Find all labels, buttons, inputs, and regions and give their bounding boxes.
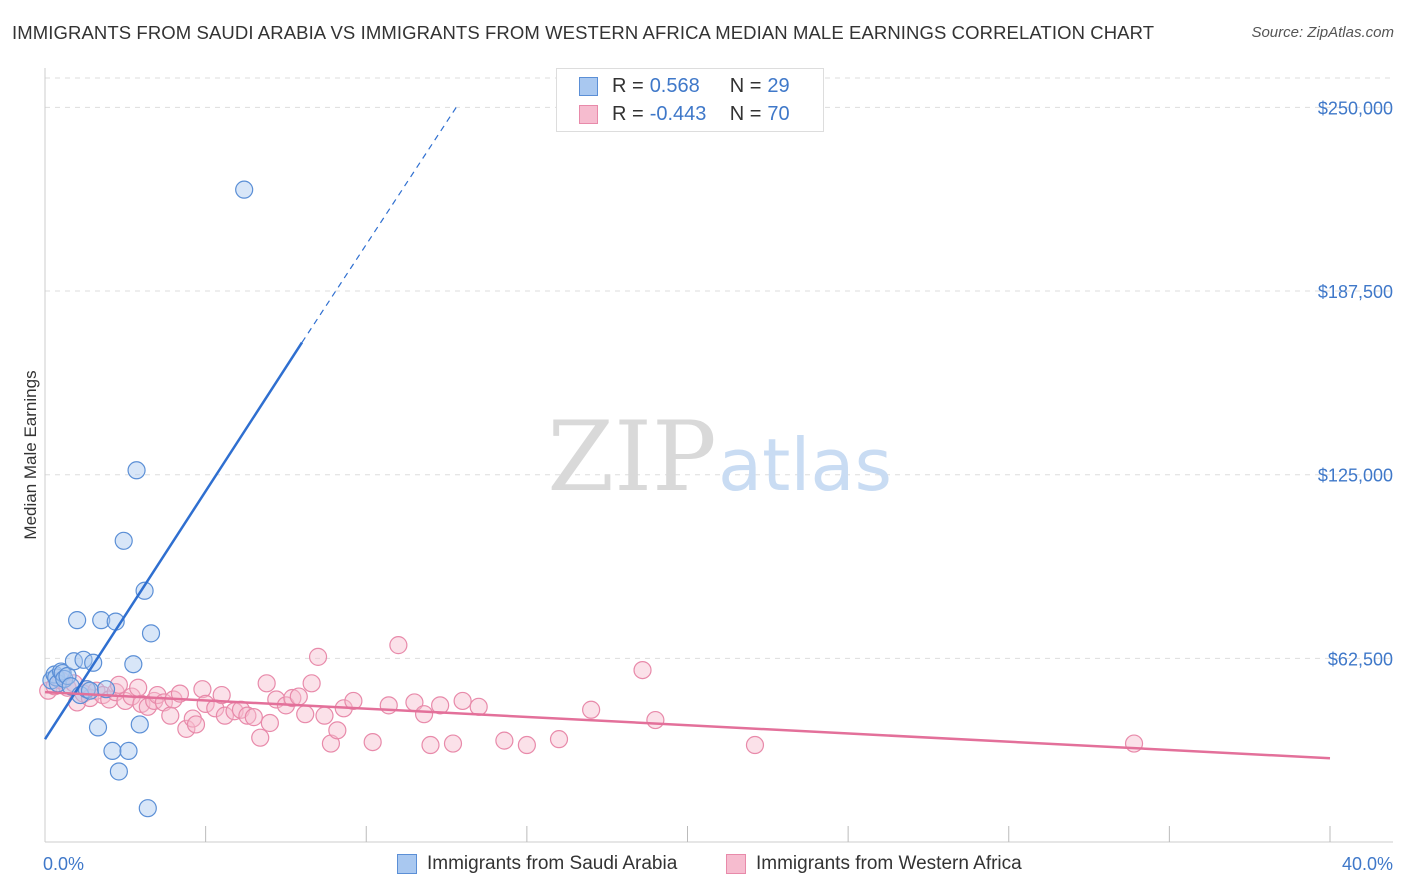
y-tick-labels: $62,500 $125,000 $187,500 $250,000 [1318, 98, 1393, 669]
data-point [289, 687, 308, 706]
legend-n-label: N = [729, 74, 762, 97]
data-point [389, 636, 408, 655]
data-point [495, 731, 514, 750]
western-africa-trend-line [44, 690, 1331, 760]
data-point [68, 611, 87, 630]
data-point [186, 715, 206, 734]
bottom-legend-saudi-arabia: Immigrants from Saudi Arabia [397, 852, 677, 876]
data-point [414, 705, 434, 724]
data-point [469, 697, 488, 716]
data-point [55, 669, 74, 689]
data-point [109, 762, 128, 781]
data-point [257, 674, 276, 693]
data-point [119, 741, 138, 761]
y-tick-label: $62,500 [1328, 649, 1393, 669]
data-point [193, 680, 212, 699]
data-point [517, 735, 536, 755]
data-point [235, 180, 254, 199]
legend-r-label: R = [612, 74, 644, 97]
data-point [283, 688, 302, 708]
data-point [129, 678, 148, 697]
data-point [260, 713, 279, 733]
data-point [421, 735, 440, 755]
data-point [103, 741, 122, 761]
legend-swatch-blue [579, 76, 598, 96]
axes [44, 68, 1393, 843]
legend-swatch-pink [579, 104, 598, 124]
data-point [315, 706, 334, 725]
data-point [138, 799, 157, 818]
trend-lines [43, 107, 1331, 760]
data-point [64, 652, 84, 671]
data-point [296, 705, 315, 724]
data-point [251, 728, 270, 747]
chart-title: IMMIGRANTS FROM SAUDI ARABIA VS IMMIGRAN… [12, 22, 1155, 43]
data-point [124, 655, 143, 674]
data-point [177, 719, 196, 738]
saudi-arabia-trend-line [43, 341, 304, 740]
data-point [141, 624, 161, 643]
y-tick-label: $250,000 [1318, 98, 1393, 118]
data-point [453, 691, 472, 711]
data-point [745, 735, 765, 755]
data-point [244, 708, 263, 727]
data-point [344, 691, 363, 711]
data-point [302, 674, 321, 693]
data-point [633, 660, 652, 680]
data-point [212, 685, 231, 705]
x-tick-label-min: 0.0% [43, 854, 84, 874]
data-point [130, 715, 149, 734]
bottom-legend-swatch-blue [397, 854, 417, 874]
data-point [431, 696, 450, 715]
correlation-legend: R = 0.568 N = 29 R = -0.443 N = 70 [556, 68, 824, 132]
grid-lines [45, 77, 1393, 659]
data-point [443, 734, 463, 753]
watermark: ZIP atlas [547, 401, 892, 513]
y-tick-label: $187,500 [1318, 282, 1393, 302]
y-tick-label: $125,000 [1318, 466, 1393, 486]
data-point [127, 461, 146, 480]
data-point [363, 732, 382, 752]
data-point [308, 647, 328, 666]
watermark-atlas: atlas [718, 423, 892, 507]
data-point [549, 730, 569, 749]
bottom-legend-label: Immigrants from Western Africa [756, 853, 1022, 874]
legend-n-label: N = [729, 102, 762, 125]
data-point [238, 706, 257, 725]
data-point [646, 710, 665, 730]
legend-n-value: 29 [767, 74, 790, 97]
watermark-zip: ZIP [547, 401, 716, 513]
data-point [328, 721, 347, 740]
bottom-legend-label: Immigrants from Saudi Arabia [427, 853, 678, 874]
saudi-arabia-trend-extension [301, 107, 457, 343]
data-point [88, 718, 108, 737]
bottom-legend-swatch-pink [726, 854, 746, 874]
bottom-legend-western-africa: Immigrants from Western Africa [726, 852, 1022, 876]
data-point [135, 581, 154, 600]
data-point [582, 700, 601, 719]
y-axis-label: Median Male Earnings [21, 370, 40, 539]
legend-r-value: -0.443 [649, 102, 707, 125]
data-point [80, 681, 100, 700]
data-point [96, 680, 116, 699]
data-point [215, 706, 234, 725]
legend-row-saudi-arabia: R = 0.568 N = 29 [579, 74, 790, 98]
legend-r-value: 0.568 [649, 74, 700, 97]
source-credit: Source: ZipAtlas.com [1251, 24, 1394, 41]
data-point [92, 611, 111, 630]
data-point [114, 531, 133, 550]
legend-n-value: 70 [767, 102, 790, 125]
western-africa-points [39, 636, 1144, 755]
x-tick-label-max: 40.0% [1342, 854, 1393, 874]
legend-r-label: R = [612, 102, 644, 125]
data-point [161, 706, 180, 725]
legend-row-western-africa: R = -0.443 N = 70 [579, 102, 790, 126]
